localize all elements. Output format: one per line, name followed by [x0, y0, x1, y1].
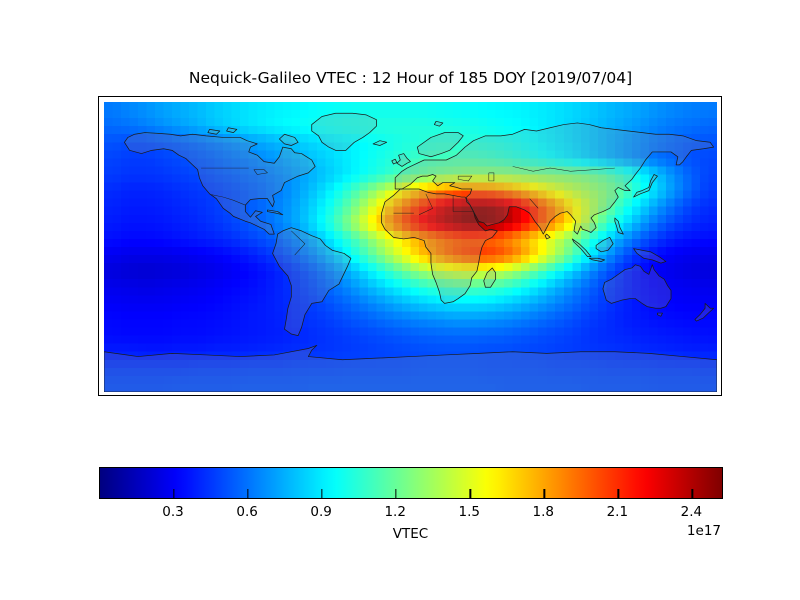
- plot-title: Nequick-Galileo VTEC : 12 Hour of 185 DO…: [188, 69, 633, 87]
- colorbar-tick-label: 1.5: [458, 504, 480, 520]
- colorbar-gradient: [100, 468, 722, 498]
- coastline-africa: [381, 188, 498, 304]
- colorbar-tick: [173, 489, 175, 498]
- coastline-madagascar: [483, 267, 497, 288]
- colorbar-tick: [543, 489, 545, 498]
- colorbar-tick-label: 0.3: [162, 504, 184, 520]
- coastline-eurasia: [394, 122, 714, 235]
- map-axes-frame: [98, 96, 722, 396]
- colorbar-tick-label: 0.9: [310, 504, 332, 520]
- coastlines-layer: [104, 112, 717, 392]
- colorbar-axis-label: VTEC: [392, 526, 429, 542]
- colorbar: [99, 467, 723, 499]
- colorbar-tick-label: 1.2: [384, 504, 406, 520]
- colorbar-tick: [247, 489, 249, 498]
- coastline-japan: [633, 174, 658, 198]
- colorbar-tick: [691, 489, 694, 498]
- colorbar-tick: [469, 489, 471, 498]
- coastline-north-america: [124, 132, 316, 235]
- coastline-british-isles: [372, 140, 411, 167]
- colorbar-tick: [395, 489, 397, 498]
- coastline-antarctica: [104, 344, 717, 392]
- colorbar-tick-label: 0.6: [236, 504, 258, 520]
- colorbar-tick-labels: 0.3 0.6 0.9 1.2 1.5 1.8 2.1 2.4: [99, 504, 721, 522]
- colorbar-tick-label: 1.8: [532, 504, 555, 520]
- colorbar-tick: [321, 489, 323, 498]
- colorbar-tick: [617, 489, 619, 498]
- coastline-indonesia: [571, 217, 667, 264]
- colorbar-tick-label: 2.1: [606, 504, 629, 520]
- coastline-greenland: [311, 112, 377, 151]
- coastline-arctic-islands: [207, 120, 444, 146]
- country-borders-layer: [201, 166, 615, 256]
- colorbar-offset-label: 1e17: [686, 523, 721, 539]
- border-lines: [201, 166, 615, 256]
- coastline-australia: [602, 264, 714, 322]
- colorbar-tick-label: 2.4: [680, 504, 703, 520]
- world-vtec-map: [104, 102, 717, 392]
- coastline-scandinavia: [416, 132, 464, 158]
- coastline-south-america: [272, 227, 352, 336]
- coastline-small-islands: [267, 209, 551, 240]
